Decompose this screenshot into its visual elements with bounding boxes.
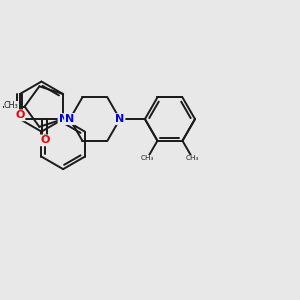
- Text: CH₃: CH₃: [186, 155, 199, 161]
- Text: O: O: [40, 135, 50, 146]
- Text: N: N: [65, 114, 74, 124]
- Text: CH₃: CH₃: [141, 155, 154, 161]
- Text: CH₃: CH₃: [4, 101, 19, 110]
- Text: O: O: [15, 110, 25, 120]
- Text: N: N: [115, 114, 124, 124]
- Text: N: N: [65, 114, 74, 124]
- Text: N: N: [58, 114, 68, 124]
